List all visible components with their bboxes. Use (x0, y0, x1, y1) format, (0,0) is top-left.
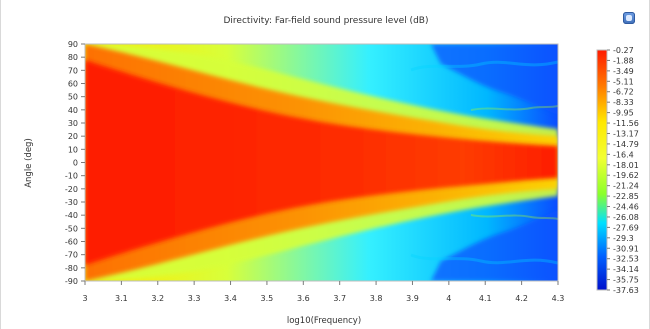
colorbar-tick-label: -22.85 (613, 192, 639, 201)
x-tick-label: 3.4 (224, 294, 237, 303)
y-tick-label: 70 (68, 66, 78, 75)
y-tick-label: 30 (68, 119, 78, 128)
x-tick-label: 3.6 (297, 294, 310, 303)
x-tick-label: 4 (446, 294, 451, 303)
colorbar-tick-label: -19.62 (613, 171, 639, 180)
y-tick-label: -20 (65, 185, 78, 194)
y-axis: 90 80 70 60 50 40 30 20 10 0 -10 -20 -30 -40 -50 -60 -70… (65, 40, 85, 286)
y-tick-label: -60 (65, 238, 78, 247)
colorbar: -0.27-1.88 -3.49-5.11 -6.72-8.33 -9.95-11.5… (596, 46, 639, 295)
colorbar-tick-label: -24.46 (613, 203, 639, 212)
colorbar-tick-label: -27.69 (613, 223, 639, 232)
y-tick-label: 10 (68, 145, 78, 154)
plot-title: Directivity: Far-field sound pressure le… (223, 16, 429, 26)
y-tick-label: -40 (65, 211, 78, 220)
colorbar-tick-label: -1.88 (613, 56, 634, 65)
colorbar-tick-label: -34.14 (613, 265, 639, 274)
colorbar-tick-label: -35.75 (613, 276, 639, 285)
colorbar-tick-label: -26.08 (613, 213, 639, 222)
x-tick-label: 3.5 (261, 294, 274, 303)
x-tick-label: 4.3 (552, 294, 565, 303)
x-tick-label: 3.1 (115, 294, 128, 303)
colorbar-tick-label: -9.95 (613, 109, 634, 118)
colorbar-tick-label: -21.24 (613, 182, 639, 191)
y-tick-label: 40 (68, 106, 78, 115)
colorbar-tick-label: -30.91 (613, 244, 639, 253)
colorbar-tick-label: -8.33 (613, 98, 634, 107)
colorbar-tick-label: -18.01 (613, 161, 639, 170)
colorbar-tick-label: -14.79 (613, 140, 639, 149)
y-tick-label: -80 (65, 264, 78, 273)
colorbar-tick-label: -6.72 (613, 88, 634, 97)
y-tick-label: -30 (65, 198, 78, 207)
colorbar-tick-label: -32.53 (613, 255, 639, 264)
colorbar-tick-label: -37.63 (613, 286, 639, 295)
y-tick-label: 60 (68, 80, 78, 89)
colorbar-tick-label: -0.27 (613, 46, 634, 55)
y-tick-label: 20 (68, 132, 78, 141)
x-axis: 3 3.1 3.2 3.3 3.4 3.5 3.6 3.7 3.8 3.9 4 4.1 4.2 4.3 (82, 281, 564, 303)
x-tick-label: 4.2 (515, 294, 528, 303)
x-axis-label: log10(Frequency) (287, 316, 361, 326)
export-image-icon[interactable] (623, 12, 635, 24)
colorbar-gradient (596, 49, 608, 291)
y-tick-label: 80 (68, 53, 78, 62)
x-tick-label: 3.9 (406, 294, 419, 303)
colorbar-tick-label: -3.49 (613, 67, 634, 76)
y-tick-label: 90 (68, 40, 78, 49)
y-tick-label: -90 (65, 277, 78, 286)
y-tick-label: -50 (65, 224, 78, 233)
y-tick-label: -70 (65, 251, 78, 260)
colorbar-tick-label: -13.17 (613, 129, 639, 138)
x-tick-label: 3.2 (151, 294, 164, 303)
y-axis-label: Angle (deg) (24, 138, 34, 188)
x-tick-label: 3 (82, 294, 87, 303)
colorbar-tick-label: -29.3 (613, 234, 634, 243)
y-tick-label: 0 (73, 159, 78, 168)
y-tick-label: 50 (68, 93, 78, 102)
x-tick-label: 3.8 (370, 294, 383, 303)
colorbar-tick-label: -5.11 (613, 77, 634, 86)
x-tick-label: 3.3 (188, 294, 201, 303)
colorbar-tick-label: -11.56 (613, 119, 639, 128)
colorbar-tick-label: -16.4 (613, 150, 634, 159)
heatmap-area (85, 44, 558, 281)
x-tick-label: 4.1 (479, 294, 492, 303)
x-tick-label: 3.7 (333, 294, 346, 303)
y-tick-label: -10 (65, 172, 78, 181)
colorbar-ticks: -0.27-1.88 -3.49-5.11 -6.72-8.33 -9.95-11.5… (607, 46, 639, 295)
